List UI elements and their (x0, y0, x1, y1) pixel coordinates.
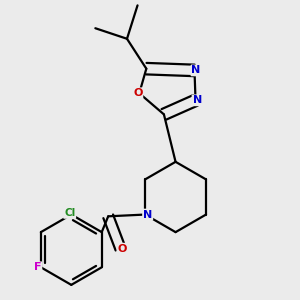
Text: N: N (193, 95, 202, 105)
Text: O: O (118, 244, 127, 254)
Text: N: N (143, 210, 152, 220)
Text: F: F (34, 262, 41, 272)
Text: Cl: Cl (64, 208, 75, 218)
Text: N: N (191, 65, 201, 75)
Text: O: O (133, 88, 142, 98)
